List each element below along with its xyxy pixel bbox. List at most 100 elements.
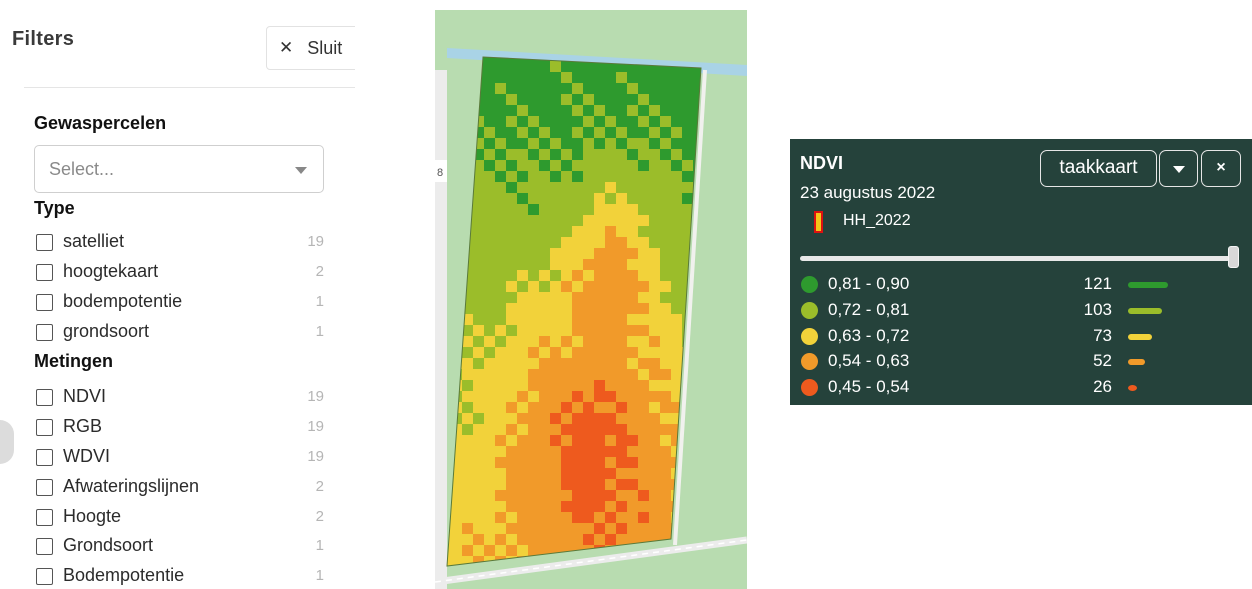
ndvi-cell xyxy=(506,193,518,205)
ndvi-cell xyxy=(473,138,485,150)
metingen-option-afwateringslijnen[interactable]: Afwateringslijnen 2 xyxy=(36,475,326,501)
ndvi-cell xyxy=(550,424,562,436)
class-swatch xyxy=(801,302,818,319)
panel-edge-handle[interactable] xyxy=(0,420,14,464)
ndvi-cell xyxy=(517,116,529,128)
ndvi-cell xyxy=(484,446,496,458)
ndvi-cell xyxy=(561,149,573,161)
ndvi-cell xyxy=(704,413,716,425)
ndvi-cell xyxy=(660,325,672,337)
legend-class: 0,72 - 0,81 103 xyxy=(800,299,1240,323)
ndvi-cell xyxy=(484,479,496,491)
ndvi-cell xyxy=(616,512,628,524)
ndvi-map[interactable]: 8 xyxy=(435,10,747,589)
ndvi-cell xyxy=(704,259,716,271)
ndvi-cell xyxy=(649,556,661,566)
ndvi-cell xyxy=(693,512,701,524)
metingen-option-wdvi[interactable]: WDVI 19 xyxy=(36,445,326,471)
opacity-slider-handle[interactable] xyxy=(1228,246,1239,268)
ndvi-cell xyxy=(561,116,573,128)
metingen-option-rgb[interactable]: RGB 19 xyxy=(36,415,326,441)
ndvi-cell xyxy=(638,116,650,128)
ndvi-cell xyxy=(704,369,716,381)
metingen-option-ndvi[interactable]: NDVI 19 xyxy=(36,385,326,411)
ndvi-cell xyxy=(682,523,694,535)
option-label: grondsoort xyxy=(63,321,150,341)
ndvi-cell xyxy=(649,567,661,579)
ndvi-cell xyxy=(671,105,683,117)
type-option-satelliet[interactable]: satelliet 19 xyxy=(36,230,326,256)
checkbox[interactable] xyxy=(36,538,53,555)
ndvi-cell xyxy=(660,314,672,326)
ndvi-cell xyxy=(550,325,562,337)
ndvi-cell xyxy=(627,237,639,249)
ndvi-cell xyxy=(539,259,551,271)
ndvi-cell xyxy=(495,424,507,436)
ndvi-cell xyxy=(682,160,694,172)
ndvi-cell xyxy=(462,314,474,326)
ndvi-cell xyxy=(495,347,507,359)
ndvi-cell xyxy=(550,116,562,128)
taakkaart-button[interactable]: taakkaart xyxy=(1040,150,1157,187)
ndvi-cell xyxy=(451,138,463,150)
ndvi-cell xyxy=(539,545,551,557)
ndvi-cell xyxy=(550,490,562,502)
ndvi-cell xyxy=(506,391,518,403)
close-icon: ✕ xyxy=(279,38,294,57)
ndvi-cell xyxy=(539,270,551,282)
ndvi-cell xyxy=(506,171,518,183)
ndvi-cell xyxy=(528,61,540,73)
ndvi-cell xyxy=(561,567,573,579)
metingen-option-bodempotentie[interactable]: Bodempotentie 1 xyxy=(36,564,326,589)
ndvi-cell xyxy=(638,479,650,491)
close-legend-button[interactable]: × xyxy=(1201,150,1241,187)
road xyxy=(435,70,447,589)
checkbox[interactable] xyxy=(36,389,53,406)
ndvi-cell xyxy=(616,204,628,216)
ndvi-cell xyxy=(572,292,584,304)
checkbox[interactable] xyxy=(36,294,53,311)
ndvi-cell xyxy=(528,127,540,139)
ndvi-cell xyxy=(528,281,540,293)
ndvi-cell xyxy=(704,347,716,359)
ndvi-cell xyxy=(495,160,507,172)
ndvi-cell xyxy=(649,116,661,128)
checkbox[interactable] xyxy=(36,449,53,466)
checkbox[interactable] xyxy=(36,324,53,341)
option-count: 2 xyxy=(315,263,324,280)
ndvi-cell xyxy=(528,490,540,502)
ndvi-cell xyxy=(594,413,606,425)
field-outline xyxy=(446,56,702,567)
option-count: 19 xyxy=(307,418,324,435)
ndvi-cell xyxy=(616,215,628,227)
checkbox[interactable] xyxy=(36,568,53,585)
metingen-option-grondsoort[interactable]: Grondsoort 1 xyxy=(36,534,326,560)
checkbox[interactable] xyxy=(36,264,53,281)
ndvi-cell xyxy=(682,105,694,117)
ndvi-cell xyxy=(462,127,474,139)
ndvi-cell xyxy=(638,534,650,546)
ndvi-cell xyxy=(473,435,485,447)
close-filters-button[interactable]: ✕ Sluit xyxy=(266,26,355,70)
checkbox[interactable] xyxy=(36,479,53,496)
ndvi-cell xyxy=(451,391,463,403)
type-option-grondsoort[interactable]: grondsoort 1 xyxy=(36,320,326,346)
type-option-bodempotentie[interactable]: bodempotentie 1 xyxy=(36,290,326,316)
ndvi-cell xyxy=(682,72,694,84)
gewaspercelen-select[interactable]: Select... xyxy=(34,145,324,193)
mode-dropdown-button[interactable] xyxy=(1159,150,1198,187)
ndvi-cell xyxy=(649,94,661,106)
ndvi-cell xyxy=(594,83,606,95)
checkbox[interactable] xyxy=(36,234,53,251)
ndvi-cell xyxy=(451,347,463,359)
ndvi-cell xyxy=(561,391,573,403)
ndvi-cell xyxy=(583,402,595,414)
checkbox[interactable] xyxy=(36,419,53,436)
type-option-hoogtekaart[interactable]: hoogtekaart 2 xyxy=(36,260,326,286)
ndvi-cell xyxy=(693,116,701,128)
ndvi-cell xyxy=(462,457,474,469)
opacity-slider-track[interactable] xyxy=(800,256,1230,261)
ndvi-cell xyxy=(484,182,496,194)
metingen-option-hoogte[interactable]: Hoogte 2 xyxy=(36,505,326,531)
checkbox[interactable] xyxy=(36,509,53,526)
